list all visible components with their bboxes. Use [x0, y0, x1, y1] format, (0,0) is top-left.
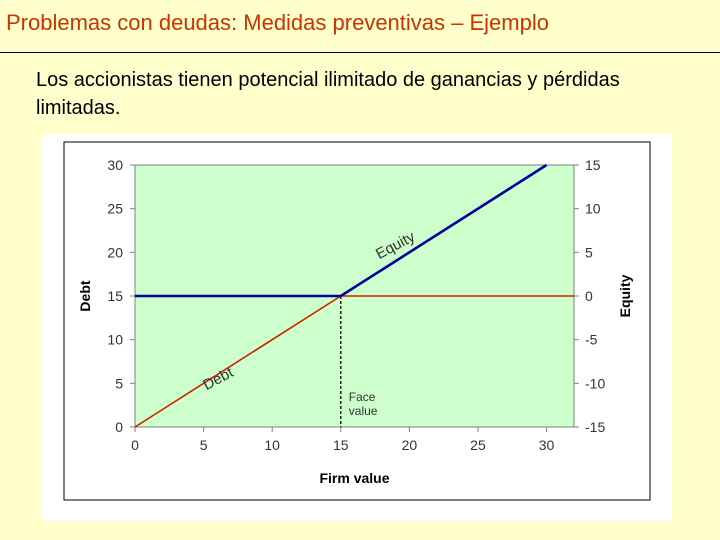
left-tick-label: 0 — [115, 419, 123, 435]
right-tick-label: 10 — [585, 201, 601, 217]
x-axis-label: Firm value — [319, 470, 389, 486]
right-tick-label: -10 — [585, 375, 605, 391]
face-value-label-line2: value — [349, 404, 378, 418]
slide-title: Problemas con deudas: Medidas preventiva… — [6, 10, 549, 35]
series-layer — [134, 163, 574, 428]
left-tick-label: 20 — [107, 244, 123, 260]
x-axis-ticks: 0 5 10 15 20 25 30 — [131, 427, 555, 453]
x-tick-label: 15 — [333, 437, 349, 453]
chart-panel: 0 5 10 15 20 25 30 0 5 10 15 20 25 30 -15 -10 -5 0 5 10 15… — [42, 134, 672, 521]
x-tick-label: 5 — [200, 437, 208, 453]
title-divider — [0, 52, 720, 53]
x-tick-label: 20 — [402, 437, 418, 453]
right-tick-label: 15 — [585, 157, 601, 173]
left-axis-label: Debt — [77, 280, 93, 311]
right-tick-label: -5 — [585, 332, 598, 348]
left-tick-label: 10 — [107, 332, 123, 348]
right-axis-ticks: -15 -10 -5 0 5 10 15 — [574, 157, 605, 435]
right-tick-label: 0 — [585, 288, 593, 304]
x-tick-label: 0 — [131, 437, 139, 453]
equity-series-line — [135, 163, 548, 298]
payoff-chart: 0 5 10 15 20 25 30 0 5 10 15 20 25 30 -15 -10 -5 0 5 10 15… — [63, 141, 651, 501]
x-tick-label: 30 — [539, 437, 555, 453]
left-tick-label: 30 — [107, 157, 123, 173]
left-tick-label: 15 — [107, 288, 123, 304]
left-axis-ticks: 0 5 10 15 20 25 30 — [107, 157, 135, 435]
x-tick-label: 10 — [264, 437, 280, 453]
left-tick-label: 25 — [107, 201, 123, 217]
left-tick-label: 5 — [115, 375, 123, 391]
x-tick-label: 25 — [470, 437, 486, 453]
bullet-text: Los accionistas tienen potencial ilimita… — [36, 69, 620, 119]
face-value-label-line1: Face — [349, 390, 376, 404]
right-tick-label: 5 — [585, 244, 593, 260]
right-tick-label: -15 — [585, 419, 605, 435]
right-axis-label: Equity — [617, 274, 633, 317]
